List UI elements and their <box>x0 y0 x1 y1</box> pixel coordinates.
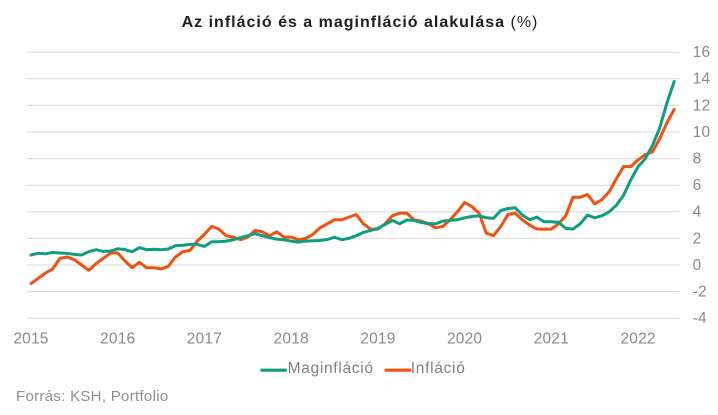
svg-text:Az infláció és a maginfláció a: Az infláció és a maginfláció alakulása (… <box>182 14 539 31</box>
svg-text:2021: 2021 <box>534 331 569 348</box>
svg-text:2016: 2016 <box>100 331 135 348</box>
svg-text:Forrás: KSH, Portfolio: Forrás: KSH, Portfolio <box>16 388 168 405</box>
svg-text:6: 6 <box>693 177 702 194</box>
svg-text:14: 14 <box>693 71 711 88</box>
svg-text:2019: 2019 <box>360 331 395 348</box>
svg-text:16: 16 <box>693 44 711 61</box>
svg-text:10: 10 <box>693 124 711 141</box>
svg-text:4: 4 <box>693 204 702 221</box>
svg-text:8: 8 <box>693 151 702 168</box>
svg-text:-4: -4 <box>693 310 707 327</box>
svg-text:2022: 2022 <box>620 331 655 348</box>
svg-text:Maginfláció: Maginfláció <box>288 360 374 377</box>
svg-text:2020: 2020 <box>447 331 482 348</box>
svg-text:-2: -2 <box>693 284 707 301</box>
svg-text:Infláció: Infláció <box>411 360 466 377</box>
svg-text:0: 0 <box>693 257 702 274</box>
svg-text:2: 2 <box>693 230 702 247</box>
svg-text:2017: 2017 <box>187 331 222 348</box>
svg-text:2015: 2015 <box>13 331 48 348</box>
svg-text:2018: 2018 <box>274 331 309 348</box>
svg-text:12: 12 <box>693 97 711 114</box>
